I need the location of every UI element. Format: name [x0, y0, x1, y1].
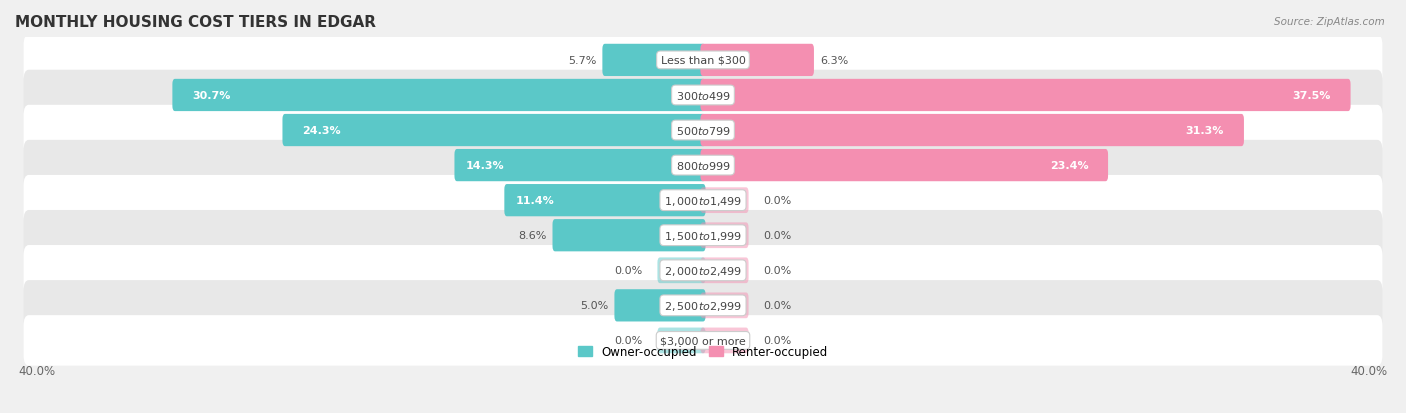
Text: 5.0%: 5.0%	[581, 301, 609, 311]
Text: $2,000 to $2,499: $2,000 to $2,499	[664, 264, 742, 277]
FancyBboxPatch shape	[553, 220, 706, 252]
FancyBboxPatch shape	[614, 290, 706, 322]
Text: 8.6%: 8.6%	[517, 231, 547, 241]
Text: 0.0%: 0.0%	[614, 266, 643, 275]
Text: 14.3%: 14.3%	[465, 161, 505, 171]
FancyBboxPatch shape	[700, 80, 1351, 112]
Text: 37.5%: 37.5%	[1292, 91, 1331, 101]
Text: 30.7%: 30.7%	[193, 91, 231, 101]
FancyBboxPatch shape	[173, 80, 706, 112]
Text: $3,000 or more: $3,000 or more	[661, 336, 745, 346]
FancyBboxPatch shape	[24, 280, 1382, 331]
Text: 31.3%: 31.3%	[1185, 126, 1225, 136]
Text: 6.3%: 6.3%	[820, 56, 848, 66]
Text: $800 to $999: $800 to $999	[675, 160, 731, 172]
Text: 0.0%: 0.0%	[763, 196, 792, 206]
Text: 24.3%: 24.3%	[302, 126, 340, 136]
FancyBboxPatch shape	[700, 258, 748, 283]
Text: 0.0%: 0.0%	[763, 231, 792, 241]
FancyBboxPatch shape	[283, 115, 706, 147]
Text: MONTHLY HOUSING COST TIERS IN EDGAR: MONTHLY HOUSING COST TIERS IN EDGAR	[15, 15, 375, 30]
FancyBboxPatch shape	[700, 115, 1244, 147]
Text: 0.0%: 0.0%	[763, 301, 792, 311]
Text: $2,500 to $2,999: $2,500 to $2,999	[664, 299, 742, 312]
Text: $1,000 to $1,499: $1,000 to $1,499	[664, 194, 742, 207]
FancyBboxPatch shape	[505, 185, 706, 217]
FancyBboxPatch shape	[700, 150, 1108, 182]
Text: 11.4%: 11.4%	[516, 196, 554, 206]
FancyBboxPatch shape	[24, 71, 1382, 121]
Text: $300 to $499: $300 to $499	[675, 90, 731, 102]
FancyBboxPatch shape	[658, 258, 706, 283]
Text: 0.0%: 0.0%	[763, 336, 792, 346]
Text: 40.0%: 40.0%	[1350, 364, 1388, 377]
FancyBboxPatch shape	[700, 293, 748, 318]
FancyBboxPatch shape	[700, 328, 748, 354]
FancyBboxPatch shape	[24, 106, 1382, 156]
FancyBboxPatch shape	[24, 316, 1382, 366]
FancyBboxPatch shape	[700, 45, 814, 77]
FancyBboxPatch shape	[24, 140, 1382, 191]
Text: 40.0%: 40.0%	[18, 364, 56, 377]
FancyBboxPatch shape	[24, 36, 1382, 86]
FancyBboxPatch shape	[24, 245, 1382, 296]
Text: Source: ZipAtlas.com: Source: ZipAtlas.com	[1274, 17, 1385, 26]
FancyBboxPatch shape	[700, 223, 748, 249]
FancyBboxPatch shape	[602, 45, 706, 77]
FancyBboxPatch shape	[24, 176, 1382, 226]
FancyBboxPatch shape	[700, 188, 748, 214]
Text: Less than $300: Less than $300	[661, 56, 745, 66]
Text: $500 to $799: $500 to $799	[675, 125, 731, 137]
FancyBboxPatch shape	[24, 211, 1382, 261]
FancyBboxPatch shape	[658, 328, 706, 354]
Text: 5.7%: 5.7%	[568, 56, 596, 66]
FancyBboxPatch shape	[454, 150, 706, 182]
Text: $1,500 to $1,999: $1,500 to $1,999	[664, 229, 742, 242]
Text: 0.0%: 0.0%	[614, 336, 643, 346]
Legend: Owner-occupied, Renter-occupied: Owner-occupied, Renter-occupied	[572, 341, 834, 363]
Text: 23.4%: 23.4%	[1050, 161, 1088, 171]
Text: 0.0%: 0.0%	[763, 266, 792, 275]
